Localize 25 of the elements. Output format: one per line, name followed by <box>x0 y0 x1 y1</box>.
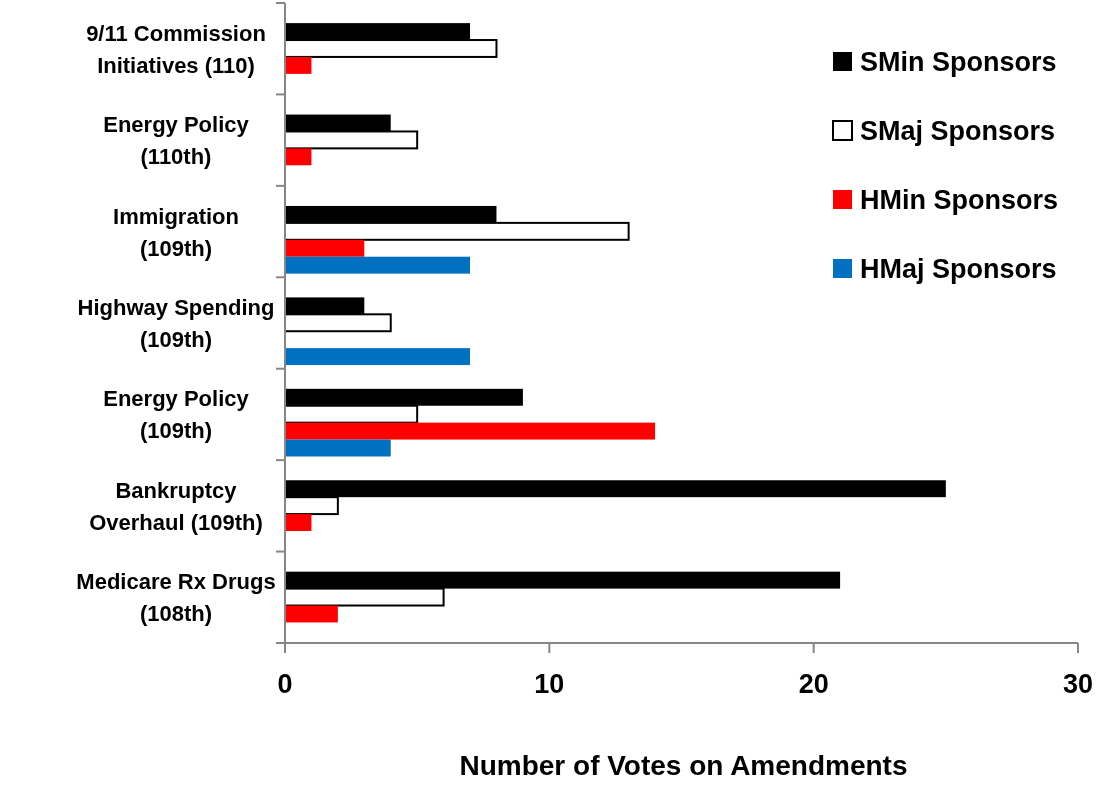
x-tick-label: 10 <box>534 669 565 699</box>
x-tick-label: 30 <box>1062 669 1094 699</box>
bar <box>285 56 312 74</box>
legend-label: SMaj Sponsors <box>860 116 1056 146</box>
bar <box>285 439 391 457</box>
legend-label: HMin Sponsors <box>860 185 1059 215</box>
y-tick-label: Highway Spending (109th) <box>77 295 275 352</box>
bar <box>285 148 312 166</box>
x-axis-title: Number of Votes on Amendments <box>459 750 908 781</box>
y-tick-label: 9/11 Commission Initiatives (110) <box>86 20 266 78</box>
bar <box>285 348 471 366</box>
bar <box>285 422 656 440</box>
y-tick-label: Energy Policy (109th) <box>103 386 250 444</box>
bar <box>285 256 471 274</box>
y-tick-label: Medicare Rx Drugs (108th) <box>76 569 276 627</box>
y-tick-label: Bankruptcy Overhaul (109th) <box>89 477 263 535</box>
legend-label: HMaj Sponsors <box>860 254 1057 284</box>
bar <box>285 239 365 257</box>
legend-label: SMin Sponsors <box>860 47 1057 77</box>
x-tick-label: 20 <box>798 669 829 699</box>
y-tick-label: Immigration (109th) <box>113 203 239 261</box>
bar <box>285 605 338 623</box>
bar <box>285 514 312 531</box>
x-tick-label: 0 <box>277 669 293 699</box>
y-tick-label: Energy Policy (110th) <box>103 112 250 170</box>
